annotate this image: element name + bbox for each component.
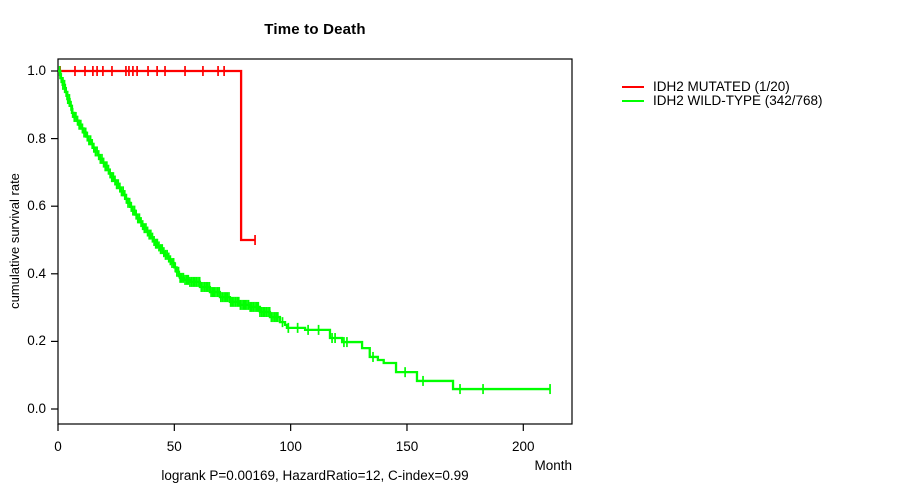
survival-curve-idh2-wild-type xyxy=(58,69,551,391)
legend-item-idh2-mutated: IDH2 MUTATED (1/20) xyxy=(622,80,823,94)
red-line-swatch-icon xyxy=(622,86,644,88)
chart-title: Time to Death xyxy=(264,21,366,38)
x-axis-label: Month xyxy=(534,458,572,473)
x-tick-label: 0 xyxy=(54,439,62,454)
legend: IDH2 MUTATED (1/20) IDH2 WILD-TYPE (342/… xyxy=(622,80,823,108)
legend-label: IDH2 MUTATED (1/20) xyxy=(653,79,790,94)
y-tick-label: 1.0 xyxy=(27,63,46,78)
x-tick-label: 150 xyxy=(395,439,419,454)
y-tick-label: 0.6 xyxy=(27,198,46,214)
survival-curve-idh2-mutated xyxy=(58,69,256,242)
x-tick-label: 200 xyxy=(512,439,535,454)
legend-item-idh2-wild-type: IDH2 WILD-TYPE (342/768) xyxy=(622,94,823,108)
x-tick-label: 50 xyxy=(166,439,182,454)
y-tick-label: 0.0 xyxy=(27,401,46,416)
y-tick-label: 0.8 xyxy=(27,130,46,146)
x-tick-label: 100 xyxy=(279,439,302,454)
y-tick-label: 0.2 xyxy=(27,333,46,349)
green-line-swatch-icon xyxy=(622,100,644,102)
y-tick-label: 0.4 xyxy=(27,265,46,281)
plot-box xyxy=(57,58,573,425)
stats-annotation: logrank P=0.00169, HazardRatio=12, C-ind… xyxy=(161,468,469,483)
legend-label: IDH2 WILD-TYPE (342/768) xyxy=(653,93,823,108)
